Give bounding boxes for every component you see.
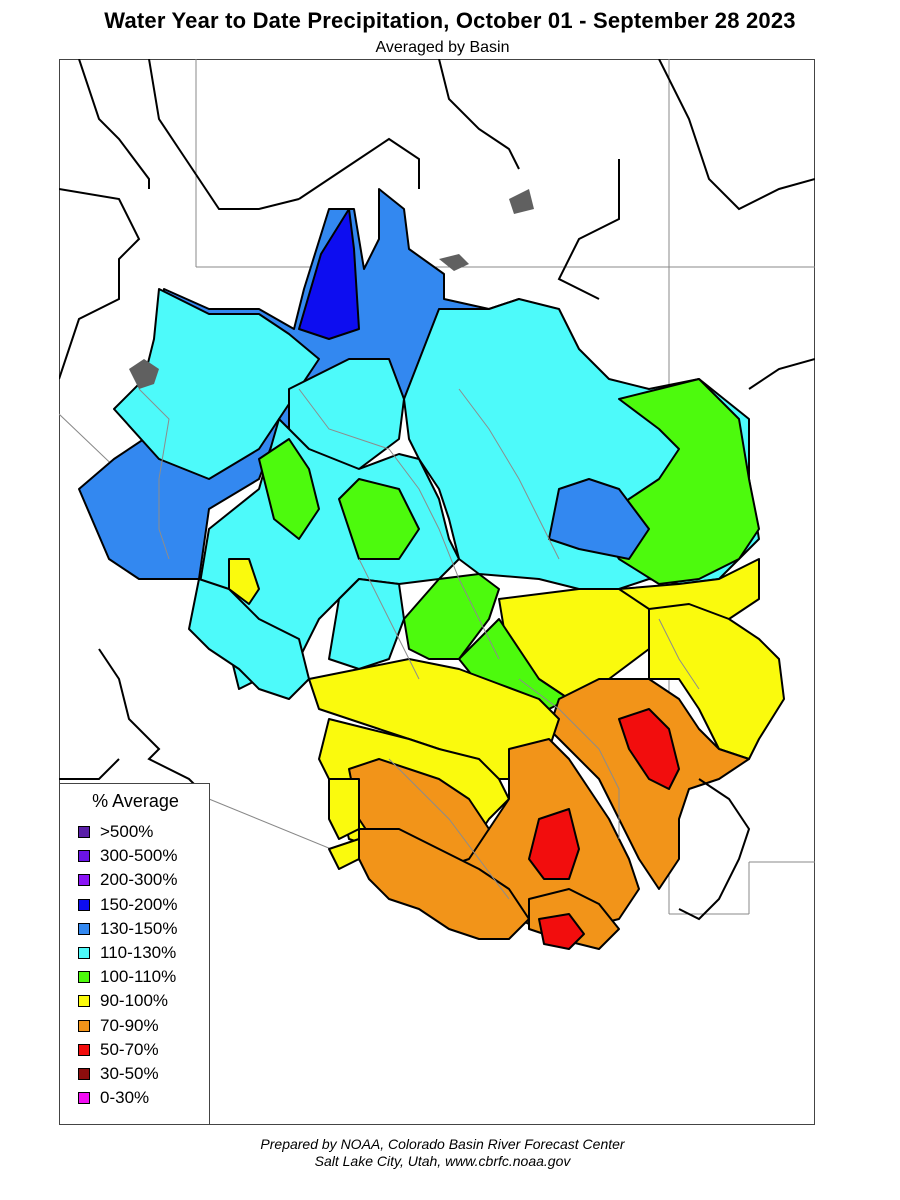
legend-swatch	[78, 995, 90, 1008]
basin-little-colorado-orange	[548, 678, 750, 890]
map-frame	[59, 59, 815, 1125]
basin-yampa	[298, 208, 360, 340]
legend-swatch	[78, 898, 90, 911]
legend-item: 130-150%	[78, 919, 178, 939]
basin-west-desert	[188, 578, 310, 700]
legend-title: % Average	[92, 791, 179, 811]
map-title: Water Year to Date Precipitation, Octobe…	[104, 8, 796, 33]
map-subtitle: Averaged by Basin	[375, 39, 510, 56]
legend-swatch	[78, 922, 90, 935]
legend-item: 200-300%	[78, 870, 178, 890]
basin-san-juan-mid	[648, 603, 785, 760]
neighbor-basin-outlines	[59, 59, 815, 921]
basin-little-colorado-red	[618, 708, 680, 790]
legend-swatch	[78, 826, 90, 838]
legend-swatch	[78, 1068, 90, 1080]
basin-escalante	[403, 573, 500, 660]
legend-item: 50-70%	[78, 1040, 159, 1060]
credit-line-2: Salt Lake City, Utah, www.cbrfc.noaa.gov	[314, 1153, 571, 1169]
basins	[78, 188, 785, 950]
legend-swatch	[78, 947, 90, 959]
basin-lower-gila-yellow-left	[328, 838, 360, 870]
basin-colorado-blue-patch	[548, 478, 650, 560]
legend-item: 150-200%	[78, 895, 178, 915]
legend-label: 50-70%	[100, 1039, 159, 1059]
legend-item: 300-500%	[78, 846, 178, 866]
basin-san-pedro-red	[538, 913, 585, 950]
legend-item: 70-90%	[78, 1016, 159, 1036]
legend-label: 0-30%	[100, 1088, 150, 1108]
legend-label: 130-150%	[100, 918, 178, 938]
legend-label: 90-100%	[100, 991, 169, 1011]
rivers	[138, 388, 700, 900]
legend-label: 70-90%	[100, 1015, 159, 1035]
legend-label: 110-130%	[100, 943, 177, 962]
credit-line-1: Prepared by NOAA, Colorado Basin River F…	[260, 1136, 625, 1152]
legend-label: 100-110%	[100, 967, 177, 987]
basin-dirty-devil	[328, 578, 405, 670]
basin-lower-gila	[358, 828, 530, 940]
legend-swatch	[78, 1019, 90, 1032]
legend-item: >500%	[78, 822, 153, 842]
legend-swatch	[78, 850, 90, 863]
legend-item: 110-130%	[78, 943, 176, 963]
legend: % Average >500% 300-500% 200-300% 150-200% 1…	[59, 783, 210, 1125]
basin-price	[258, 438, 320, 540]
legend-swatch	[78, 971, 90, 984]
legend-swatch	[78, 1043, 90, 1056]
legend-label: 150-200%	[100, 894, 178, 914]
legend-item: 30-50%	[78, 1064, 159, 1084]
legend-label: 300-500%	[100, 846, 178, 866]
legend-swatch	[78, 1092, 90, 1105]
legend-item: 90-100%	[78, 991, 168, 1011]
basin-green-cyan	[113, 288, 320, 480]
basin-bill-williams	[328, 778, 360, 840]
basin-salt-red	[528, 808, 580, 880]
legend-label: >500%	[100, 822, 154, 841]
legend-swatch	[78, 874, 90, 887]
legend-label: 200-300%	[100, 870, 178, 890]
legend-label: 30-50%	[100, 1064, 159, 1083]
reservoirs	[129, 189, 534, 389]
basin-virgin-yellow	[228, 558, 260, 605]
credit-footer: Prepared by NOAA, Colorado Basin River F…	[0, 1136, 885, 1170]
legend-item: 0-30%	[78, 1088, 149, 1108]
basin-map	[59, 59, 815, 950]
legend-item: 100-110%	[78, 967, 176, 987]
